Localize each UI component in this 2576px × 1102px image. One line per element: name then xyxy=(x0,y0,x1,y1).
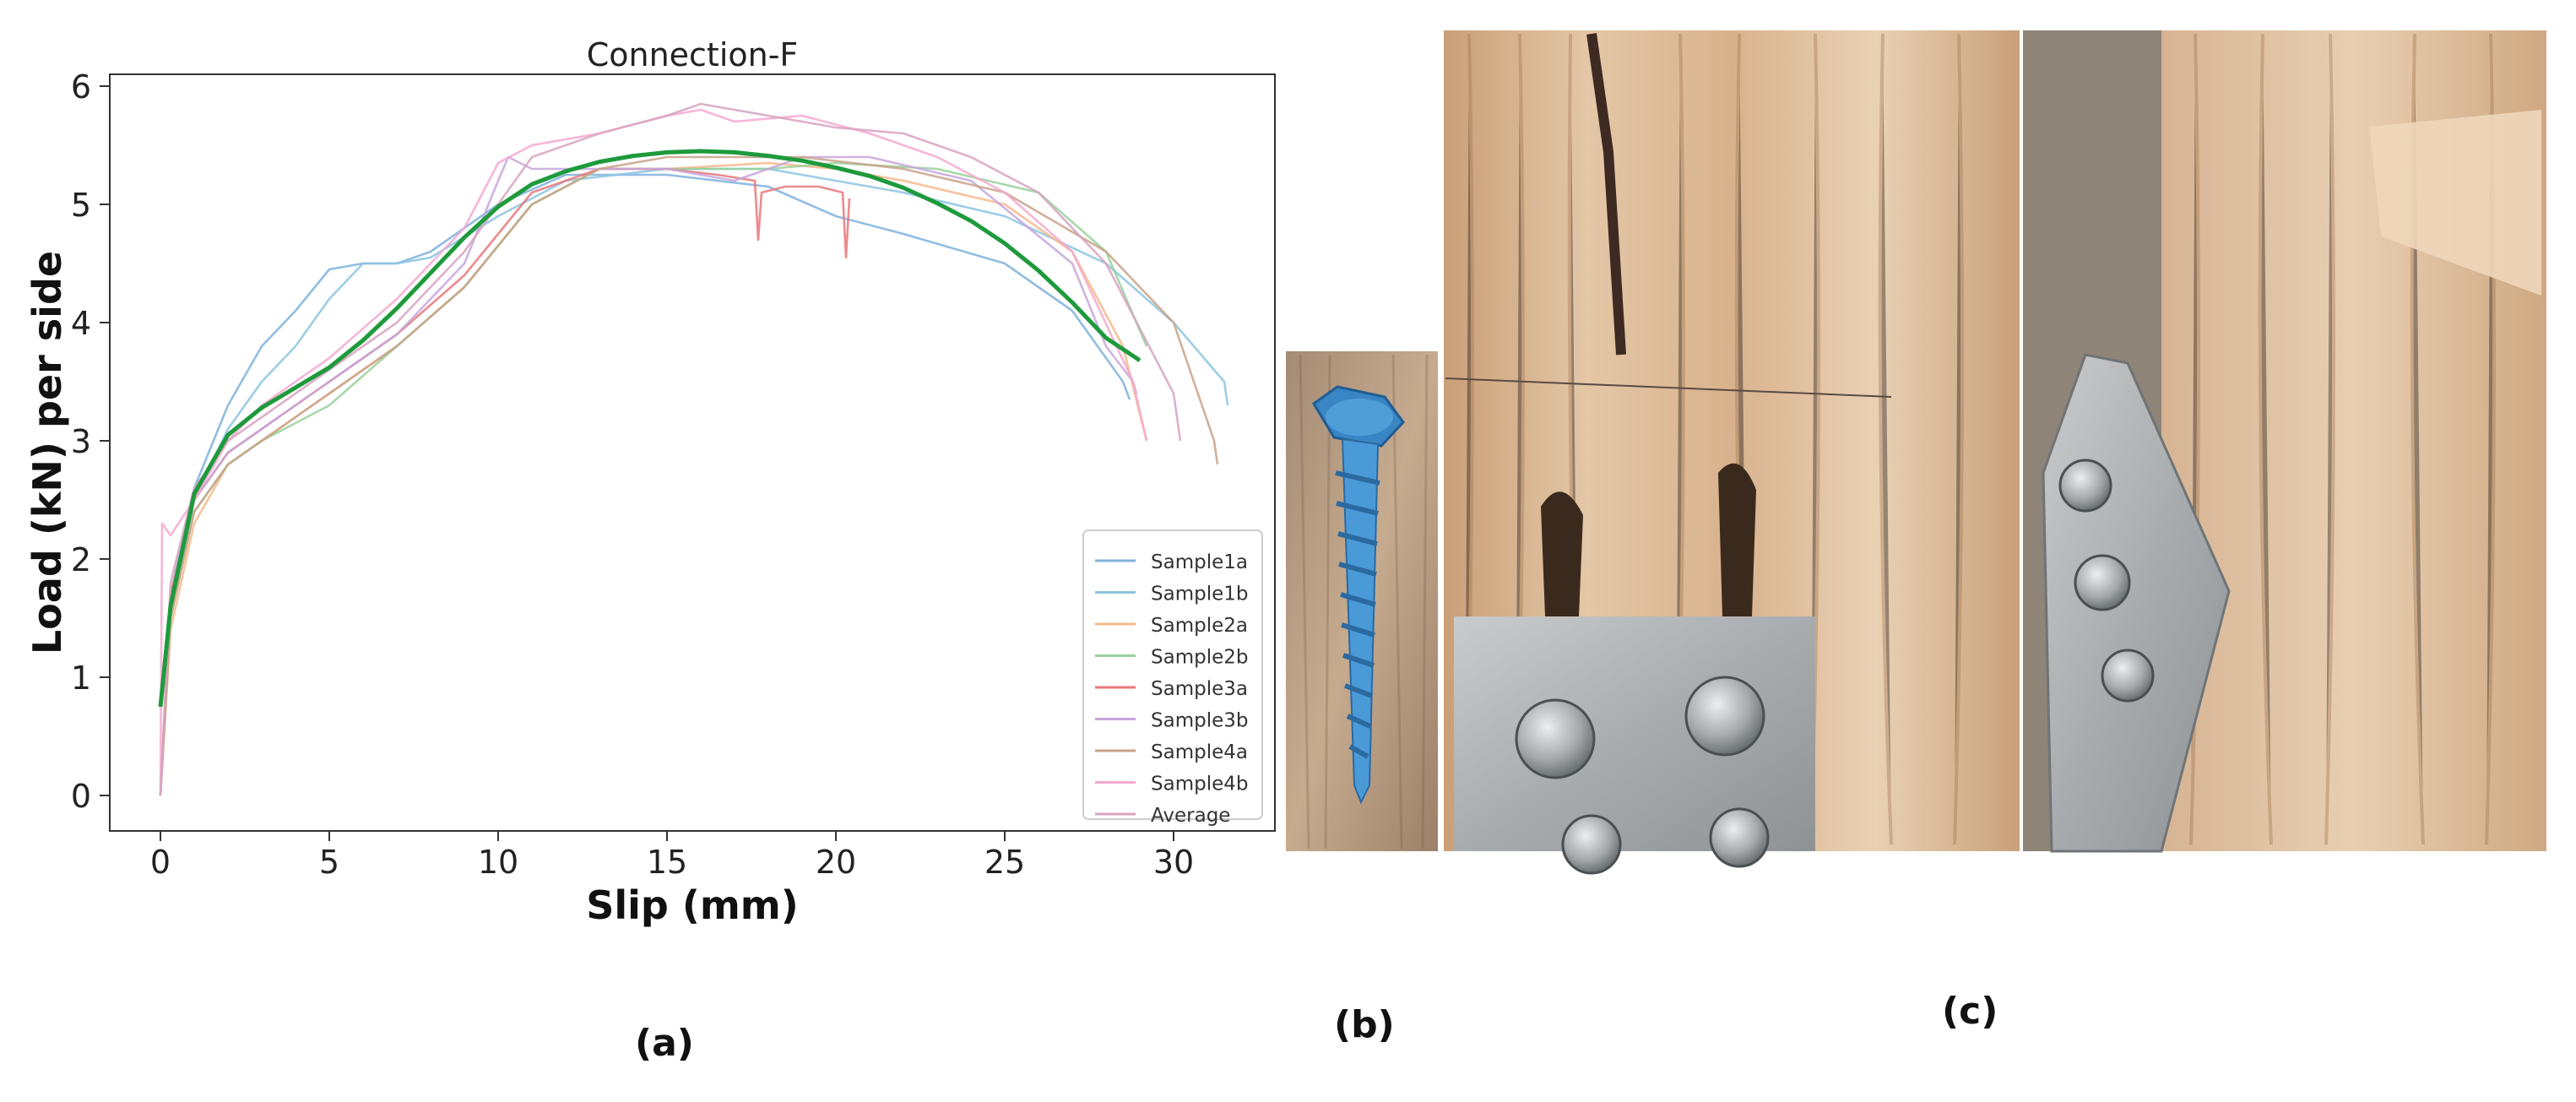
y-tick-label: 1 xyxy=(71,660,91,697)
screw-icon xyxy=(1312,385,1405,805)
legend-label: Sample4b xyxy=(1151,774,1248,795)
legend-label: Average xyxy=(1151,805,1230,827)
load-slip-chart: 0 5 10 15 20 25 30 0 1 2 3 4 5 6 Connection-F Slip (m… xyxy=(24,25,1292,937)
steel-plate-front xyxy=(1454,616,1815,875)
legend-label: Sample1b xyxy=(1151,584,1248,605)
legend-label: Sample2a xyxy=(1151,615,1248,637)
x-axis-label: Slip (mm) xyxy=(586,882,799,928)
legend-label: Sample2b xyxy=(1151,647,1248,669)
series-line-sample4b xyxy=(159,108,1148,796)
y-tick-label: 5 xyxy=(71,187,91,224)
steel-plate-side xyxy=(2042,353,2231,853)
series-line-sample4a xyxy=(159,155,1219,796)
series-line-average xyxy=(159,102,1182,796)
y-tick-label: 4 xyxy=(71,305,91,342)
screw-photo xyxy=(1286,351,1438,851)
chart-background xyxy=(25,25,1292,937)
series-line-fit xyxy=(158,149,1142,708)
y-axis-label: Load (kN) per side xyxy=(24,251,70,654)
series-line-sample1b xyxy=(159,167,1229,796)
connection-photo-front xyxy=(1444,30,2021,875)
x-tick-label: 15 xyxy=(647,844,687,881)
panel-label-c: (c) xyxy=(1942,990,1998,1033)
y-tick-label: 3 xyxy=(71,423,91,460)
x-tick-label: 0 xyxy=(150,844,171,881)
plot-frame xyxy=(109,73,1276,832)
x-tick-label: 5 xyxy=(319,844,339,881)
series-line-sample3b xyxy=(159,155,1138,796)
y-tick-label: 2 xyxy=(71,541,91,578)
panel-label-b: (b) xyxy=(1334,1003,1395,1046)
legend-label: Sample4a xyxy=(1151,741,1248,763)
legend-label: Sample1a xyxy=(1151,551,1248,573)
legend-label: Sample3a xyxy=(1151,678,1248,700)
x-tick-label: 20 xyxy=(816,844,856,881)
connection-photo-side xyxy=(2023,30,2546,853)
y-tick-label: 0 xyxy=(71,778,91,815)
y-tick-label: 6 xyxy=(71,68,91,106)
chart-legend: Sample1a Sample1b Sample2a Sample2b Sample3a… xyxy=(1082,529,1263,827)
x-tick-label: 25 xyxy=(984,844,1025,881)
x-tick-label: 10 xyxy=(478,844,518,881)
chart-title: Connection-F xyxy=(587,36,799,73)
panel-label-a: (a) xyxy=(635,1022,694,1065)
legend-box xyxy=(1082,529,1263,820)
x-tick-label: 30 xyxy=(1153,844,1194,881)
legend-label: Sample3b xyxy=(1151,710,1248,732)
